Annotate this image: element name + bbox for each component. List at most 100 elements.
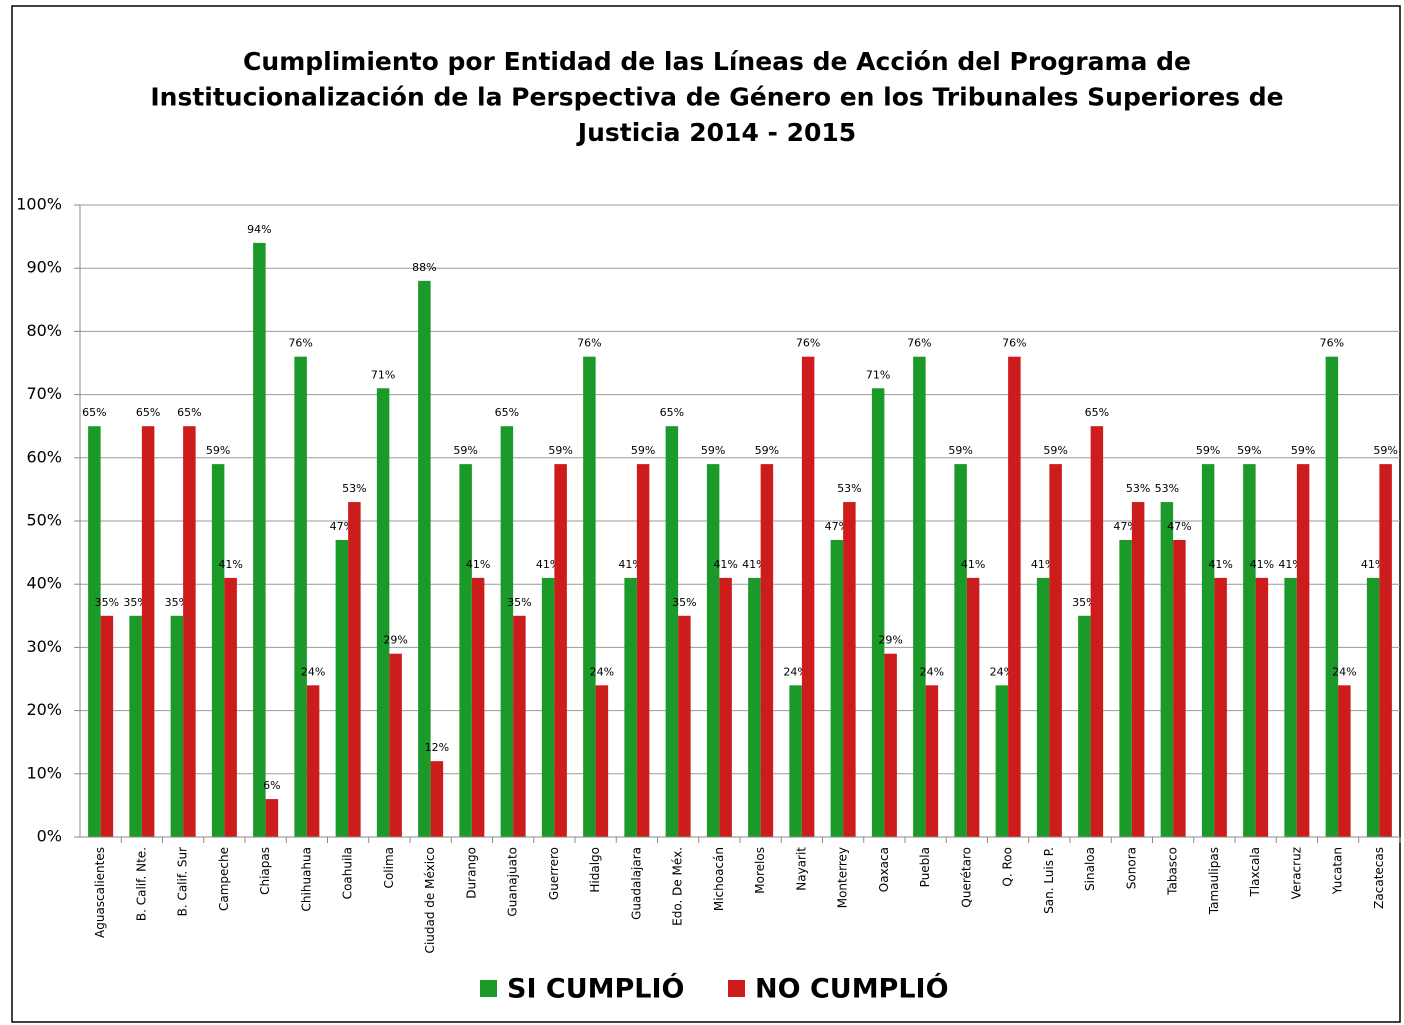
bar <box>141 426 155 837</box>
x-tick-label: Tlaxcala <box>1248 847 1262 898</box>
bar <box>913 356 926 837</box>
legend-swatch <box>480 980 497 997</box>
data-label: 59% <box>548 444 572 457</box>
x-tick-label: Campeche <box>217 847 231 911</box>
bar <box>554 464 567 837</box>
bar <box>1338 685 1351 837</box>
x-tick-label: Michoacán <box>712 847 726 911</box>
x-tick-label: Ciudad de México <box>423 847 437 953</box>
bar <box>418 280 431 838</box>
bar <box>995 685 1009 837</box>
data-label: 47% <box>330 520 354 533</box>
data-label: 41% <box>742 558 766 571</box>
bar <box>306 685 320 837</box>
data-label: 88% <box>412 261 436 274</box>
x-tick-label: Guadalajara <box>629 847 643 920</box>
bar <box>719 577 732 837</box>
data-label: 76% <box>577 337 601 350</box>
data-label: 65% <box>1085 406 1109 419</box>
bar <box>1119 539 1132 837</box>
data-label: 24% <box>990 665 1014 678</box>
data-label: 53% <box>837 482 861 495</box>
y-tick-label: 50% <box>26 511 62 530</box>
bar <box>595 685 609 837</box>
bar <box>760 464 774 837</box>
bar <box>88 426 101 837</box>
bar <box>1255 577 1269 837</box>
data-label: 41% <box>1250 558 1274 571</box>
bar <box>706 464 720 837</box>
bar <box>430 761 444 837</box>
x-tick-label: Hidalgo <box>588 847 602 893</box>
bar <box>636 464 650 837</box>
data-label: 41% <box>1208 558 1232 571</box>
bar <box>748 577 761 837</box>
x-tick-label: Aguascalientes <box>93 847 107 938</box>
data-label: 53% <box>342 482 366 495</box>
bar <box>1036 577 1050 837</box>
data-label: 47% <box>1113 520 1137 533</box>
data-label: 59% <box>1237 444 1261 457</box>
x-tick-label: Zacatecas <box>1372 847 1386 909</box>
x-tick-label: Durango <box>464 847 478 899</box>
y-tick-label: 30% <box>26 637 62 656</box>
bar <box>513 615 526 837</box>
bar <box>1173 539 1186 837</box>
data-label: 24% <box>783 665 807 678</box>
data-label: 41% <box>961 558 985 571</box>
data-label: 76% <box>796 337 820 350</box>
x-tick-label: B. Calif. Nte. <box>134 847 148 921</box>
bar <box>129 615 142 837</box>
data-label: 41% <box>1361 558 1385 571</box>
x-tick-label: Q. Roo <box>1001 847 1015 887</box>
x-tick-label: Veracruz <box>1289 847 1303 899</box>
frame <box>11 5 1401 1023</box>
data-label: 53% <box>1155 482 1179 495</box>
x-tick-label: San. Luis P. <box>1042 847 1056 914</box>
bar <box>871 388 885 837</box>
x-tick-label: Querétaro <box>959 847 973 908</box>
data-label: 35% <box>123 596 147 609</box>
x-tick-label: Tabasco <box>1166 847 1180 896</box>
x-tick-label: Nayarit <box>794 847 808 891</box>
bar <box>966 577 980 837</box>
bar <box>500 426 514 837</box>
bar <box>1214 577 1227 837</box>
legend-label: SI CUMPLIÓ <box>507 973 685 1005</box>
data-label: 6% <box>263 779 280 792</box>
x-tick-label: Chihuahua <box>299 847 313 911</box>
bar <box>1008 356 1021 837</box>
data-label: 65% <box>136 406 160 419</box>
bar <box>1243 464 1256 837</box>
bar <box>624 577 637 837</box>
x-tick-label: Colima <box>382 847 396 888</box>
bar <box>954 464 967 837</box>
x-tick-label: Oaxaca <box>877 847 891 892</box>
y-tick-label: 100% <box>16 195 62 214</box>
data-label: 65% <box>660 406 684 419</box>
data-label: 65% <box>82 406 106 419</box>
data-label: 41% <box>1278 558 1302 571</box>
bar <box>843 502 856 837</box>
x-tick-label: Coahuila <box>341 847 355 899</box>
bar <box>925 685 939 837</box>
data-label: 59% <box>948 444 972 457</box>
data-label: 41% <box>1031 558 1055 571</box>
x-tick-label: Guanajuato <box>506 847 520 917</box>
bar <box>884 653 897 837</box>
bar <box>471 577 485 837</box>
bar <box>665 426 679 837</box>
x-tick-label: Yucatan <box>1331 847 1345 895</box>
data-label: 76% <box>1320 337 1344 350</box>
bar <box>801 356 815 837</box>
x-tick-label: B. Calif. Sur <box>176 847 190 916</box>
data-label: 47% <box>825 520 849 533</box>
bar <box>1049 464 1062 837</box>
data-label: 94% <box>247 223 271 236</box>
x-tick-label: Edo. De Méx. <box>671 847 685 926</box>
bar <box>678 615 691 837</box>
data-label: 59% <box>1291 444 1315 457</box>
data-label: 41% <box>218 558 242 571</box>
data-label: 47% <box>1167 520 1191 533</box>
data-label: 59% <box>755 444 779 457</box>
